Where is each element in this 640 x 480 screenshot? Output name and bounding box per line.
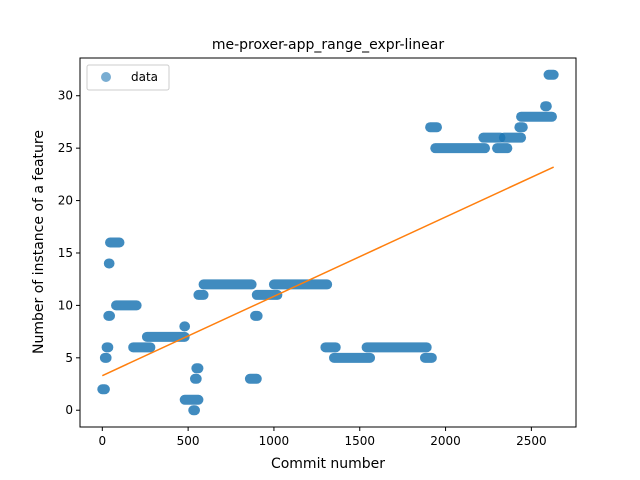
- y-tick-label-15: 15: [58, 246, 73, 260]
- data-marks: [97, 69, 559, 416]
- plot-area: [80, 58, 576, 427]
- y-axis-ticks: 0 5 10 15 20 25 30: [58, 89, 80, 417]
- y-tick-label-20: 20: [58, 194, 73, 208]
- x-tick-label-2000: 2000: [430, 434, 461, 448]
- y-tick-label-25: 25: [58, 141, 73, 155]
- x-tick-label-1000: 1000: [259, 434, 290, 448]
- y-tick-label-5: 5: [65, 351, 73, 365]
- y-tick-label-0: 0: [65, 403, 73, 417]
- plot-frame: [79, 57, 577, 428]
- legend-frame: [86, 64, 170, 91]
- plot-background: [80, 58, 576, 427]
- y-tick-label-10: 10: [58, 298, 73, 312]
- x-tick-label-500: 500: [177, 434, 200, 448]
- legend-marker-data: [101, 72, 111, 82]
- legend-label-data: data: [131, 70, 158, 84]
- x-tick-label-1500: 1500: [344, 434, 375, 448]
- x-axis-ticks: 0 500 1000 1500 2000 2500: [98, 427, 547, 448]
- legend: data: [86, 64, 170, 91]
- x-tick-label-0: 0: [98, 434, 106, 448]
- fit-line-group: [101, 166, 555, 377]
- x-tick-label-2500: 2500: [516, 434, 547, 448]
- y-axis-label: Number of instance of a feature: [31, 130, 47, 354]
- chart-title: me-proxer-app_range_expr-linear: [212, 37, 445, 53]
- y-tick-label-30: 30: [58, 89, 73, 103]
- x-axis-label: Commit number: [271, 456, 385, 472]
- fit-line: [101, 166, 555, 377]
